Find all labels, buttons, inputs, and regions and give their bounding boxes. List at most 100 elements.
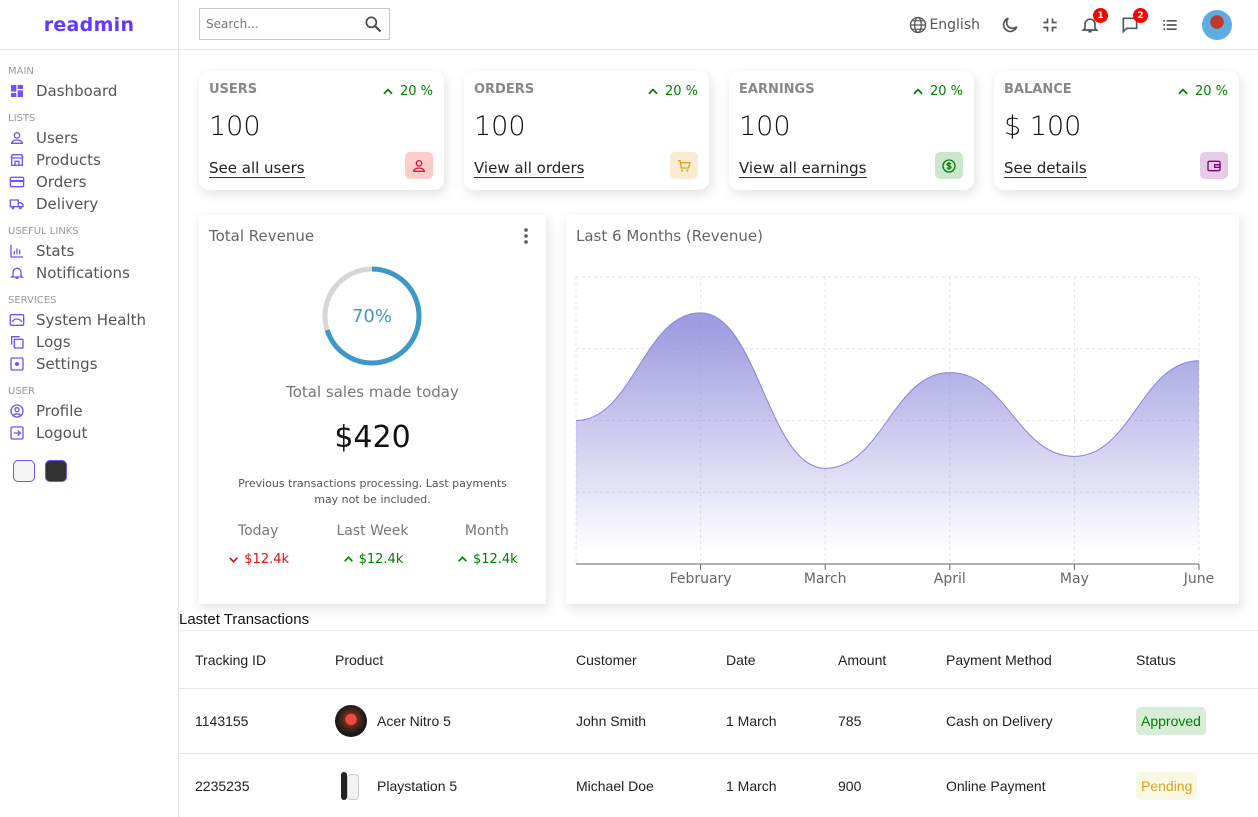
widget-percentage: 20 %	[381, 84, 433, 99]
x-tick-label: April	[934, 571, 966, 587]
featured-amount: $420	[334, 420, 411, 455]
table-row[interactable]: 2235235 Playstation 5 Michael Doe 1 Marc…	[179, 753, 1258, 817]
progress-circle-svg	[322, 266, 422, 366]
date-cell: 1 March	[726, 688, 838, 754]
widget-counter: 100	[739, 111, 791, 142]
logs-icon	[9, 334, 25, 350]
widget-link[interactable]: See all users	[209, 159, 305, 178]
widget-title: ORDERS	[474, 82, 535, 97]
chevron-up-icon	[1178, 87, 1188, 94]
dark-mode-toggle[interactable]	[1000, 15, 1020, 35]
dollar-icon	[935, 152, 963, 179]
app-logo[interactable]: readmin	[43, 13, 135, 36]
bar-chart-icon	[9, 243, 25, 259]
sidebar-item-users[interactable]: Users	[0, 127, 178, 149]
wallet-icon	[1200, 152, 1228, 179]
notifications-button[interactable]: 1	[1080, 8, 1108, 35]
progress-text: 70%	[351, 305, 392, 327]
sidebar-item-label: Settings	[36, 355, 98, 373]
section-title-user: USER	[8, 386, 35, 397]
column-header: Date	[726, 630, 838, 689]
cart-icon	[670, 152, 698, 179]
status-cell: Approved	[1136, 688, 1258, 754]
widget-counter: 100	[474, 111, 526, 142]
avatar[interactable]	[1202, 10, 1232, 40]
customer-cell: John Smith	[576, 688, 726, 754]
widget-link[interactable]: View all orders	[474, 159, 585, 178]
chart-area-fill	[576, 312, 1199, 564]
sidebar-item-profile[interactable]: Profile	[0, 400, 178, 422]
messages-button[interactable]: 2	[1120, 8, 1148, 35]
date-cell: 1 March	[726, 753, 838, 817]
summary-item-value: $12.4k	[244, 552, 290, 567]
sidebar-item-orders[interactable]: Orders	[0, 171, 178, 193]
search-icon[interactable]	[363, 14, 383, 34]
summary-item-title: Month	[464, 523, 509, 539]
sidebar-item-logs[interactable]: Logs	[0, 331, 178, 353]
list-icon	[1160, 15, 1180, 35]
sidebar-item-logout[interactable]: Logout	[0, 422, 178, 444]
sidebar-item-system-health[interactable]: System Health	[0, 309, 178, 331]
more-vert-icon[interactable]	[518, 227, 534, 245]
sidebar-item-label: Logout	[36, 424, 88, 442]
light-theme-option[interactable]	[13, 460, 35, 482]
widget-percentage: 20 %	[646, 84, 698, 99]
widget-percentage-value: 20 %	[929, 84, 963, 99]
payment-method-cell: Cash on Delivery	[946, 688, 1136, 754]
search-input[interactable]	[206, 17, 363, 31]
sidebar-menu: MAIN Dashboard LISTS Users Products Orde…	[0, 50, 178, 444]
widget-users: USERS 20 % 100 See all users	[199, 71, 444, 190]
table-header-row: Tracking ID Product Customer Date Amount…	[179, 630, 1258, 689]
sidebar-item-notifications[interactable]: Notifications	[0, 262, 178, 284]
sidebar-item-label: Logs	[36, 333, 71, 351]
sidebar-item-products[interactable]: Products	[0, 149, 178, 171]
widget-earnings: EARNINGS 20 % 100 View all earnings	[729, 71, 974, 190]
widget-link[interactable]: View all earnings	[739, 159, 867, 178]
sidebar-item-delivery[interactable]: Delivery	[0, 193, 178, 215]
chevron-up-icon	[913, 87, 923, 94]
chevron-up-icon	[343, 556, 353, 562]
person-icon	[405, 152, 433, 179]
sidebar-item-stats[interactable]: Stats	[0, 240, 178, 262]
navbar: English 1 2	[179, 0, 1258, 50]
sidebar-item-label: Products	[36, 151, 101, 169]
globe-icon	[908, 15, 928, 35]
product-image	[335, 705, 367, 737]
x-tick-label: March	[804, 571, 847, 587]
progress-circle: 70%	[321, 265, 423, 367]
messages-counter: 2	[1133, 8, 1148, 23]
sidebar-item-label: System Health	[36, 311, 146, 329]
list-menu-button[interactable]	[1160, 15, 1180, 35]
summary-item-today: Today $12.4k	[208, 523, 308, 567]
logout-icon	[9, 425, 25, 441]
sidebar-item-settings[interactable]: Settings	[0, 353, 178, 375]
sidebar-item-label: Orders	[36, 173, 87, 191]
fullscreen-toggle[interactable]	[1040, 15, 1060, 35]
summary-item-month: Month $12.4k	[437, 523, 537, 567]
language-selector[interactable]: English	[908, 15, 980, 35]
column-header: Amount	[838, 630, 946, 689]
widget-counter: 100	[209, 111, 261, 142]
x-tick-label: February	[670, 571, 732, 587]
summary-item-result: $12.4k	[227, 552, 289, 567]
sidebar: readmin MAIN Dashboard LISTS Users Produ…	[0, 0, 179, 817]
summary-item-value: $12.4k	[472, 552, 518, 567]
progress-arc	[322, 266, 422, 366]
widget-percentage: 20 %	[1176, 84, 1228, 99]
column-header: Tracking ID	[179, 630, 335, 689]
sidebar-item-label: Users	[36, 129, 79, 147]
widget-link[interactable]: See details	[1004, 159, 1087, 178]
dark-theme-option[interactable]	[45, 460, 67, 482]
summary-item-title: Last Week	[336, 523, 409, 539]
settings-icon	[9, 356, 25, 372]
sidebar-item-label: Notifications	[36, 264, 130, 282]
sidebar-item-dashboard[interactable]: Dashboard	[0, 80, 178, 102]
transactions-table: Tracking ID Product Customer Date Amount…	[179, 630, 1258, 817]
notifications-counter: 1	[1093, 8, 1108, 23]
table-row[interactable]: 1143155 Acer Nitro 5 John Smith 1 March …	[179, 688, 1258, 754]
customer-cell: Michael Doe	[576, 753, 726, 817]
section-title-services: SERVICES	[8, 295, 57, 306]
revenue-chart-card: Last 6 Months (Revenue) February March Apr…	[566, 215, 1239, 604]
summary-item-result: $12.4k	[342, 552, 403, 567]
store-icon	[9, 152, 25, 168]
